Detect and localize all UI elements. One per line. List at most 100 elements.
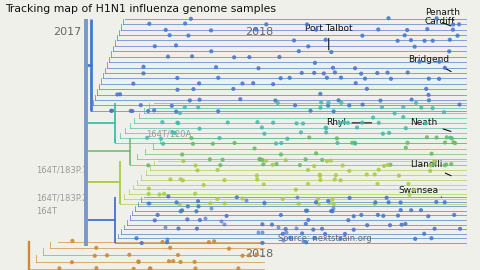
Point — [177, 260, 184, 264]
Point — [385, 131, 393, 135]
Point — [140, 65, 147, 69]
Point — [336, 178, 344, 183]
Point — [268, 222, 276, 227]
Point — [245, 55, 253, 59]
Point — [219, 157, 227, 162]
Point — [165, 194, 172, 199]
Text: 164T/183P.2: 164T/183P.2 — [36, 194, 87, 203]
Point — [412, 101, 420, 105]
Point — [282, 227, 289, 231]
Point — [374, 27, 382, 32]
Point — [312, 200, 320, 204]
Point — [207, 28, 215, 32]
Point — [302, 157, 310, 161]
Point — [327, 209, 335, 213]
Point — [351, 141, 359, 146]
Point — [294, 195, 301, 199]
Point — [113, 92, 121, 97]
Point — [384, 163, 392, 167]
Point — [194, 199, 202, 203]
Point — [260, 162, 267, 167]
Point — [322, 130, 330, 134]
Point — [317, 100, 325, 104]
Point — [209, 142, 216, 146]
Point — [380, 164, 388, 168]
Point — [361, 76, 369, 81]
Point — [192, 209, 200, 214]
Point — [302, 208, 310, 213]
Point — [172, 43, 180, 48]
Point — [175, 226, 182, 231]
Point — [251, 146, 258, 151]
Point — [220, 221, 228, 226]
Point — [384, 70, 391, 75]
Point — [154, 213, 161, 217]
Point — [173, 200, 180, 205]
Point — [210, 239, 218, 244]
Point — [435, 60, 443, 64]
Point — [411, 45, 419, 49]
Point — [192, 266, 199, 270]
Point — [384, 16, 392, 20]
Point — [420, 232, 428, 236]
Point — [395, 174, 403, 178]
Point — [159, 141, 167, 146]
Point — [386, 223, 394, 227]
Point — [91, 254, 98, 258]
Point — [346, 169, 353, 173]
Point — [145, 22, 153, 26]
Point — [253, 252, 261, 256]
Point — [405, 182, 412, 186]
Point — [411, 237, 419, 241]
Point — [296, 163, 304, 167]
Point — [423, 27, 431, 31]
Point — [335, 98, 342, 103]
Point — [239, 254, 246, 258]
Point — [348, 141, 356, 145]
Point — [259, 158, 266, 162]
Text: Penarth: Penarth — [425, 8, 460, 20]
Point — [252, 27, 260, 32]
Point — [375, 168, 383, 172]
Point — [132, 236, 140, 240]
Point — [274, 101, 282, 105]
Point — [331, 177, 338, 182]
Point — [277, 152, 285, 157]
Point — [183, 217, 191, 222]
Point — [316, 92, 324, 96]
Point — [407, 38, 415, 42]
Point — [168, 104, 176, 108]
Text: 2018: 2018 — [245, 27, 273, 38]
Point — [336, 237, 344, 241]
Point — [167, 177, 174, 181]
Point — [325, 201, 333, 205]
Point — [174, 121, 182, 125]
Point — [346, 103, 353, 107]
Point — [295, 49, 303, 53]
Text: 164T: 164T — [36, 207, 57, 217]
Point — [427, 163, 434, 168]
Point — [137, 103, 144, 107]
Point — [261, 131, 268, 136]
Point — [206, 201, 214, 205]
Point — [215, 76, 222, 80]
Point — [329, 66, 337, 70]
Point — [304, 44, 312, 49]
Point — [180, 159, 187, 163]
Point — [448, 136, 456, 140]
Point — [295, 201, 302, 206]
Point — [375, 121, 383, 125]
Point — [200, 183, 207, 187]
Point — [169, 259, 177, 263]
Text: Cardiff: Cardiff — [425, 17, 455, 26]
Point — [184, 33, 192, 38]
Point — [330, 109, 337, 113]
Point — [311, 236, 318, 240]
Point — [116, 92, 124, 96]
Point — [402, 222, 409, 226]
Point — [269, 82, 277, 86]
Point — [363, 223, 371, 227]
Point — [279, 232, 287, 236]
Point — [166, 33, 173, 37]
Point — [323, 159, 331, 163]
